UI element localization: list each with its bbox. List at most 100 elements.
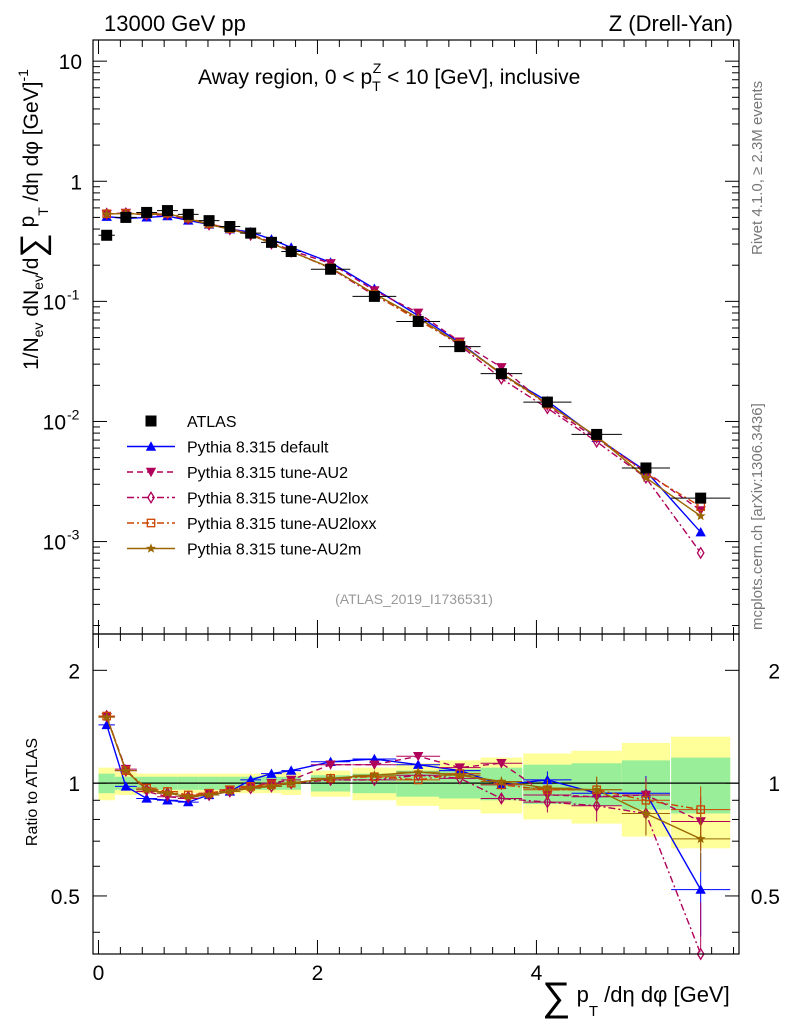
ratio-y-tick-label-right: 0.5 — [751, 886, 780, 909]
ratio-series-marker — [369, 760, 380, 770]
data-point — [412, 315, 424, 327]
series-line — [106, 212, 702, 508]
ratio-series-marker — [245, 774, 256, 785]
data-point — [325, 263, 337, 275]
legend: ATLAS Pythia 8.315 default Pythia 8.315 tu… — [127, 414, 376, 559]
analysis-watermark: (ATLAS_2019_I1736531) — [335, 591, 493, 607]
ratio-series-marker — [287, 776, 296, 790]
data-point — [203, 215, 215, 227]
ratio-series-marker — [496, 776, 507, 786]
ratio-series-marker — [325, 760, 336, 770]
rivet-label: Rivet 4.1.0, ≥ 2.3M events — [749, 81, 766, 255]
ratio-series-marker — [543, 795, 552, 809]
ratio-series-marker — [369, 770, 380, 780]
data-point — [285, 246, 297, 258]
y-tick-label: 10 — [43, 291, 66, 314]
y-tick-label: 10 — [43, 411, 66, 434]
ratio-series-marker — [454, 763, 465, 773]
ratio-series-marker — [266, 768, 277, 778]
ratio-series-marker — [591, 784, 602, 794]
legend-marker — [145, 467, 157, 478]
ratio-y-tick-label-right: 1 — [768, 773, 780, 796]
legend-label: ATLAS — [187, 414, 237, 431]
ratio-series-marker — [695, 833, 706, 844]
main-y-axis-label: 1/Nev dNev/d∑ pT /dη dφ [GeV]-1 — [14, 69, 52, 370]
ratio-series-marker — [266, 781, 277, 791]
ratio-series-marker — [141, 793, 152, 803]
legend-label: Pythia 8.315 tune-AU2m — [187, 542, 361, 559]
ratio-series-marker — [141, 784, 152, 794]
series-marker — [496, 363, 507, 373]
ratio-series-marker — [101, 719, 112, 730]
process-label: Z (Drell-Yan) — [609, 11, 733, 36]
y-tick-label: 1 — [70, 171, 82, 194]
ratio-series-marker — [285, 765, 297, 775]
data-point — [368, 290, 380, 302]
series-marker — [101, 208, 112, 219]
ratio-y-tick-label-right: 2 — [768, 660, 780, 683]
ratio-series-marker — [412, 751, 424, 762]
y-tick-exponent: -1 — [67, 286, 80, 302]
ratio-series-marker — [696, 947, 705, 961]
data-point — [141, 206, 153, 218]
ratio-plot-frame — [92, 633, 740, 955]
ratio-series-marker — [120, 781, 132, 791]
ratio-series-marker — [412, 759, 424, 769]
ratio-series-marker — [641, 808, 651, 818]
ratio-series-marker — [695, 884, 706, 894]
x-axis-label: ∑ pT /dη dφ [GeV] — [542, 975, 730, 1020]
ratio-series-marker — [542, 782, 553, 793]
data-point — [265, 236, 277, 248]
y-tick-exponent: -2 — [67, 406, 80, 422]
data-point — [101, 229, 113, 241]
x-tick-label: 0 — [93, 962, 105, 985]
series-marker — [102, 207, 111, 221]
series-line — [106, 215, 702, 533]
data-point — [495, 368, 507, 380]
legend-label: Pythia 8.315 default — [187, 440, 329, 457]
series-marker — [695, 510, 706, 521]
legend-label: Pythia 8.315 tune-AU2lox — [187, 491, 368, 508]
ratio-series-marker — [413, 775, 423, 785]
data-point — [454, 341, 466, 353]
ratio-series-marker — [162, 788, 173, 798]
ratio-series-marker — [245, 782, 256, 793]
legend-marker — [145, 415, 157, 427]
data-point — [695, 492, 707, 504]
ratio-y-axis-label: Ratio to ATLAS — [24, 738, 41, 846]
series-marker — [696, 546, 705, 560]
ratio-series-marker — [224, 786, 235, 796]
x-tick-label: 4 — [531, 962, 543, 985]
y-tick-exponent: -3 — [67, 527, 80, 543]
data-point — [245, 227, 257, 239]
data-point — [591, 428, 603, 440]
data-point — [640, 462, 652, 474]
ratio-series-marker — [101, 711, 112, 722]
y-tick-label: 10 — [59, 51, 82, 74]
ratio-y-tick-label: 0.5 — [51, 886, 80, 909]
plot-title: Away region, 0 < pTZ < 10 [GeV], inclusi… — [198, 60, 580, 94]
x-tick-label: 2 — [312, 962, 324, 985]
data-point — [541, 396, 553, 408]
mcplots-label: mcplots.cern.ch [arXiv:1306.3436] — [749, 403, 766, 630]
ratio-series-marker — [120, 765, 131, 775]
legend-marker — [147, 491, 155, 504]
data-point — [182, 208, 194, 220]
ratio-series-marker — [497, 792, 506, 805]
data-point — [224, 221, 236, 233]
ratio-series-marker — [496, 759, 507, 769]
ratio-series-marker — [204, 789, 214, 800]
data-point — [120, 211, 132, 223]
ratio-y-tick-label: 2 — [68, 660, 80, 683]
ratio-plot-panel: 0.5 0.5 1 1 2 2 — [51, 633, 780, 961]
series-marker — [641, 472, 651, 482]
energy-label: 13000 GeV pp — [104, 11, 246, 36]
ratio-series-marker — [454, 770, 465, 780]
series-marker — [695, 527, 706, 537]
legend-marker — [145, 441, 157, 451]
ratio-series-marker — [183, 791, 194, 801]
y-tick-label: 10 — [43, 532, 66, 555]
legend-label: Pythia 8.315 tune-AU2loxx — [187, 516, 376, 533]
